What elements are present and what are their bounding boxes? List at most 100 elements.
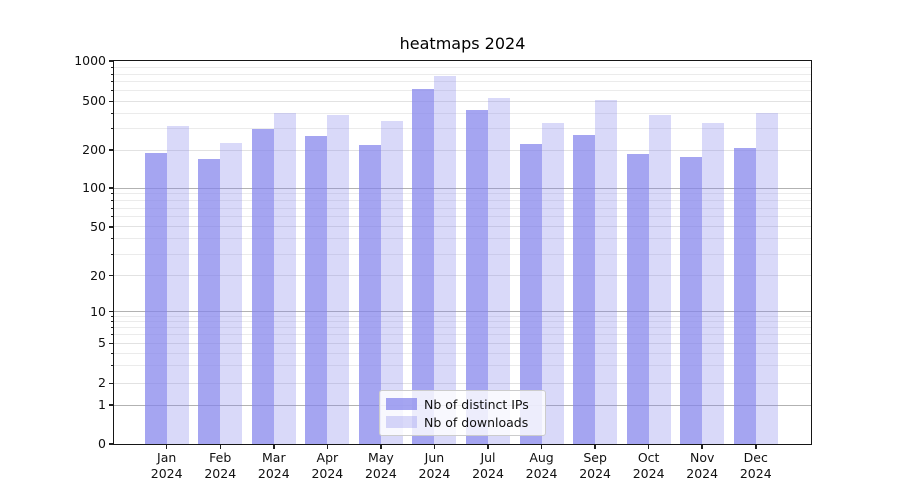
bar-nb-of-distinct-ips-jun-2024 (412, 89, 435, 444)
y-minor-tick-mark (111, 128, 114, 130)
gridline (114, 321, 811, 323)
gridline (114, 316, 811, 317)
y-tick-mark (109, 100, 114, 103)
legend-item: Nb of downloads (386, 415, 537, 430)
gridline-decade (114, 311, 811, 313)
bar-nb-of-distinct-ips-oct-2024 (626, 154, 649, 444)
x-tick-label-line: Oct (637, 450, 660, 465)
x-tick-label-line: Jan (157, 450, 177, 465)
y-tick-label: 1000 (74, 53, 106, 68)
y-tick-mark (109, 382, 114, 385)
bar-nb-of-downloads-may-2024 (380, 121, 403, 444)
y-minor-tick-mark (111, 112, 114, 114)
gridline (114, 327, 811, 329)
y-tick-mark (109, 274, 114, 277)
bar-nb-of-distinct-ips-dec-2024 (733, 148, 756, 444)
x-tick-label: Jan 2024 (127, 450, 207, 482)
y-minor-tick-mark (111, 253, 114, 255)
y-tick-label: 50 (90, 218, 106, 234)
x-tick-mark (755, 444, 757, 449)
x-tick-label-line: 2024 (364, 466, 397, 481)
bar-nb-of-distinct-ips-jul-2024 (466, 110, 488, 444)
x-tick-label-line: 2024 (686, 466, 719, 481)
gridline (114, 73, 811, 75)
chart-title: heatmaps 2024 (399, 34, 526, 53)
x-tick-label: Jun 2024 (394, 450, 474, 482)
x-tick-label: Sep 2024 (555, 450, 635, 482)
gridline (114, 334, 811, 336)
gridline (114, 365, 811, 367)
gridline (114, 238, 811, 240)
bar-nb-of-downloads-jan-2024 (166, 125, 189, 444)
y-tick-label: 0 (98, 436, 106, 451)
x-tick-mark (433, 444, 436, 449)
x-tick-mark (487, 444, 489, 449)
x-tick-label-line: 2024 (204, 466, 237, 481)
y-minor-tick-mark (111, 327, 114, 329)
gridline (114, 275, 811, 277)
y-tick-label: 100 (82, 180, 106, 195)
y-minor-tick-mark (111, 66, 114, 68)
gridline-decade (114, 187, 811, 189)
y-tick-mark (109, 404, 114, 406)
bar-nb-of-distinct-ips-jan-2024 (144, 152, 167, 444)
x-tick-label-line: Sep (583, 450, 607, 465)
x-tick-label-line: 2024 (632, 466, 665, 481)
y-minor-tick-mark (111, 193, 114, 195)
bar-nb-of-downloads-jul-2024 (488, 97, 510, 444)
bar-nb-of-distinct-ips-sep-2024 (573, 135, 596, 444)
x-tick-label-line: 2024 (311, 466, 344, 481)
x-tick-mark (380, 444, 382, 449)
gridline (114, 128, 811, 130)
x-tick-label-line: 2024 (739, 466, 772, 481)
bar-nb-of-downloads-sep-2024 (595, 99, 618, 444)
x-tick-mark (647, 444, 650, 449)
x-tick-label-line: 2024 (525, 466, 558, 481)
x-tick-label-line: 2024 (472, 466, 504, 481)
y-minor-tick-mark (111, 321, 114, 323)
y-tick-label: 20 (90, 267, 106, 283)
gridline (114, 100, 811, 102)
x-tick-label-line: Apr (316, 450, 339, 465)
x-tick-label-line: Mar (262, 450, 286, 465)
gridline (114, 200, 811, 202)
x-tick-label: Apr 2024 (287, 450, 367, 482)
legend-label: Nb of downloads (424, 414, 529, 430)
x-tick-label-line: Nov (689, 450, 715, 465)
y-minor-tick-mark (111, 216, 114, 218)
gridline (114, 90, 811, 92)
x-tick-label-line: 2024 (150, 466, 183, 481)
bar-nb-of-downloads-dec-2024 (755, 112, 778, 444)
bar-nb-of-distinct-ips-feb-2024 (198, 158, 221, 444)
x-tick-label-line: Dec (743, 450, 768, 465)
y-tick-label: 200 (82, 142, 106, 157)
y-tick-mark (109, 342, 114, 345)
x-tick-mark (273, 444, 275, 449)
x-tick-label: Nov 2024 (662, 450, 742, 482)
gridline (114, 382, 811, 384)
bar-nb-of-distinct-ips-may-2024 (358, 144, 381, 444)
legend: Nb of distinct IPs Nb of downloads (379, 390, 546, 436)
bar-nb-of-downloads-aug-2024 (541, 123, 564, 444)
legend-item: Nb of distinct IPs (386, 397, 537, 412)
x-tick-label-line: 2024 (579, 466, 611, 481)
x-tick-label: Jul 2024 (448, 450, 528, 482)
y-minor-tick-mark (111, 238, 114, 240)
bar-nb-of-distinct-ips-aug-2024 (519, 143, 542, 444)
x-tick-label: May 2024 (341, 450, 421, 482)
bar-nb-of-downloads-feb-2024 (220, 142, 243, 444)
x-tick-label-line: Jun (424, 450, 445, 465)
gridline (114, 66, 811, 68)
x-tick-label: Mar 2024 (234, 450, 314, 482)
y-tick-label: 500 (82, 93, 106, 109)
y-minor-tick-mark (111, 352, 114, 354)
gridline (114, 207, 811, 209)
gridline (114, 81, 811, 83)
y-minor-tick-mark (111, 73, 114, 75)
bar-nb-of-downloads-mar-2024 (273, 113, 296, 444)
bar-nb-of-downloads-jun-2024 (434, 76, 457, 444)
bar-nb-of-downloads-nov-2024 (702, 122, 725, 444)
legend-swatch-distinct-ips (386, 398, 417, 410)
y-tick-mark (109, 60, 114, 62)
